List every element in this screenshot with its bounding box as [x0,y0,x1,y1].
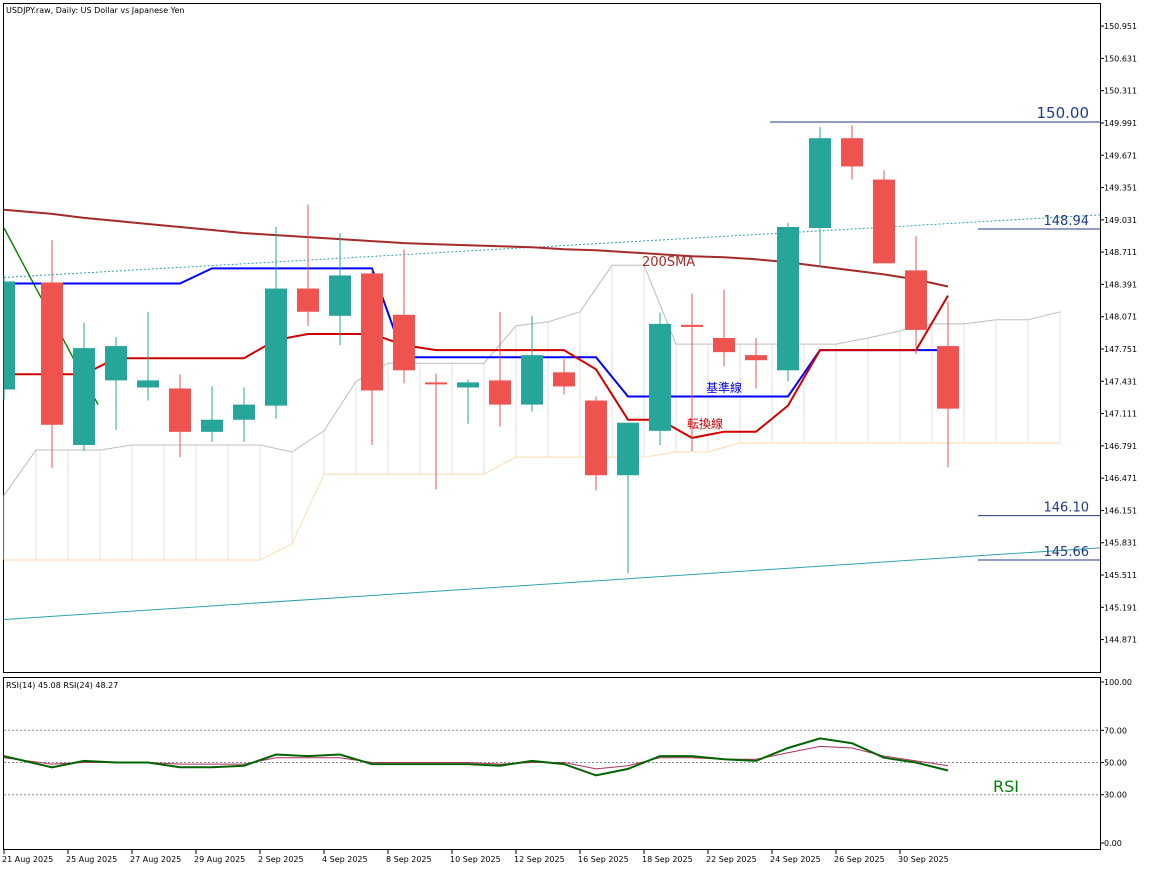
candle-body [745,355,767,361]
price-tick-label: 149.031 [1104,216,1137,225]
candle-body [809,138,831,229]
candle-body [73,348,95,445]
candle-body [553,372,575,387]
price-tick-label: 146.151 [1104,506,1137,515]
candle-body [649,323,671,431]
rsi-tick-label: 30.00 [1104,791,1127,800]
tenkan-sen-path [4,295,949,439]
time-tick-label: 8 Sep 2025 [386,855,432,864]
candles [3,125,959,574]
candle-body [777,227,799,371]
time-tick-label: 2 Sep 2025 [258,855,304,864]
time-tick-label: 26 Sep 2025 [834,855,885,864]
resistance-channel-line [3,214,1101,278]
candle-body [489,380,511,405]
price-tick-label: 145.511 [1104,571,1137,580]
price-levels: 150.00 148.94 146.10 145.66 [770,104,1100,561]
price-tick-label: 148.391 [1104,280,1137,289]
sma-200-label: 200SMA [642,255,695,270]
time-tick-label: 4 Sep 2025 [322,855,368,864]
chart-title: USDJPY.raw, Daily: US Dollar vs Japanese… [6,6,184,15]
rsi-tick-label: 50.00 [1104,759,1127,768]
time-tick-label: 29 Aug 2025 [194,855,245,864]
price-axis: 150.951 150.631 150.311 149.991 149.671 149.3… [1100,22,1137,645]
price-tick-label: 148.071 [1104,313,1137,322]
time-tick-label: 30 Sep 2025 [898,855,949,864]
tenkan-sen-label: 転換線 [687,416,723,431]
time-tick-label: 22 Sep 2025 [706,855,757,864]
time-tick-label: 27 Aug 2025 [130,855,181,864]
candle-body [585,400,607,476]
candle-body [617,422,639,476]
time-tick-label: 25 Aug 2025 [66,855,117,864]
candle-body [361,273,383,391]
time-tick-label: 18 Sep 2025 [642,855,693,864]
candle-body [233,404,255,420]
rsi-14-line [3,737,949,777]
time-tick-label: 16 Sep 2025 [578,855,629,864]
time-tick-label: 24 Sep 2025 [770,855,821,864]
candle-body [265,288,287,406]
candle-body [425,382,447,385]
rsi-24-line [3,745,949,770]
rsi-tick-label: 0.00 [1104,839,1122,848]
candle-body [201,419,223,432]
candle-body [393,314,415,371]
candle-body [137,380,159,388]
price-tick-label: 149.351 [1104,184,1137,193]
channel-line [3,214,1101,621]
rsi-lines [3,729,1100,796]
price-tick-label: 150.951 [1104,22,1137,31]
candle-body [873,179,895,264]
candle-body [905,270,927,330]
price-tick-label: 145.191 [1104,603,1137,612]
price-level-label: 148.94 [1044,214,1090,229]
candle-body [329,275,351,316]
main-panel[interactable] [3,3,1101,673]
time-axis: 21 Aug 2025 25 Aug 2025 27 Aug 2025 29 Aug … [2,850,949,864]
candle-body [169,388,191,432]
candle-body [4,281,15,390]
price-level-label: 145.66 [1044,545,1090,560]
kijun-sen-path [4,267,948,398]
price-tick-label: 150.311 [1104,87,1137,96]
price-tick-label: 147.751 [1104,345,1137,354]
price-tick-label: 144.871 [1104,636,1137,645]
candle-body [681,324,703,327]
rsi-label: RSI [993,777,1019,796]
time-tick-label: 10 Sep 2025 [450,855,501,864]
candle-body [937,346,959,409]
candle-body [521,355,543,405]
kijun-sen-label: 基準線 [706,380,742,395]
rsi-title: RSI(14) 45.08 RSI(24) 48.27 [6,681,118,690]
price-tick-label: 149.991 [1104,119,1137,128]
candle-body [713,338,735,353]
candle-body [457,382,479,388]
candle-body [41,282,63,425]
price-tick-label: 146.471 [1104,474,1137,483]
kijun-sen-line [4,267,948,398]
senkou-span-b [4,442,1060,561]
time-tick-label: 12 Sep 2025 [514,855,565,864]
price-tick-label: 147.111 [1104,410,1137,419]
rsi-tick-label: 100.00 [1104,678,1132,687]
price-tick-label: 148.711 [1104,248,1137,257]
price-level-label: 150.00 [1037,104,1090,122]
candle-body [297,288,319,312]
price-tick-label: 146.791 [1104,442,1137,451]
support-channel-line [3,547,1101,621]
price-tick-label: 150.631 [1104,54,1137,63]
candle-body [841,138,863,167]
rsi-tick-label: 70.00 [1104,726,1127,735]
price-level-label: 146.10 [1044,501,1090,516]
price-tick-label: 149.671 [1104,151,1137,160]
tenkan-sen-line [4,295,949,439]
candle-body [105,346,127,381]
price-tick-label: 145.831 [1104,539,1137,548]
price-tick-label: 147.431 [1104,377,1137,386]
rsi-axis: 100.00 70.00 50.00 30.00 0.00 [1100,678,1132,848]
time-tick-label: 21 Aug 2025 [2,855,53,864]
